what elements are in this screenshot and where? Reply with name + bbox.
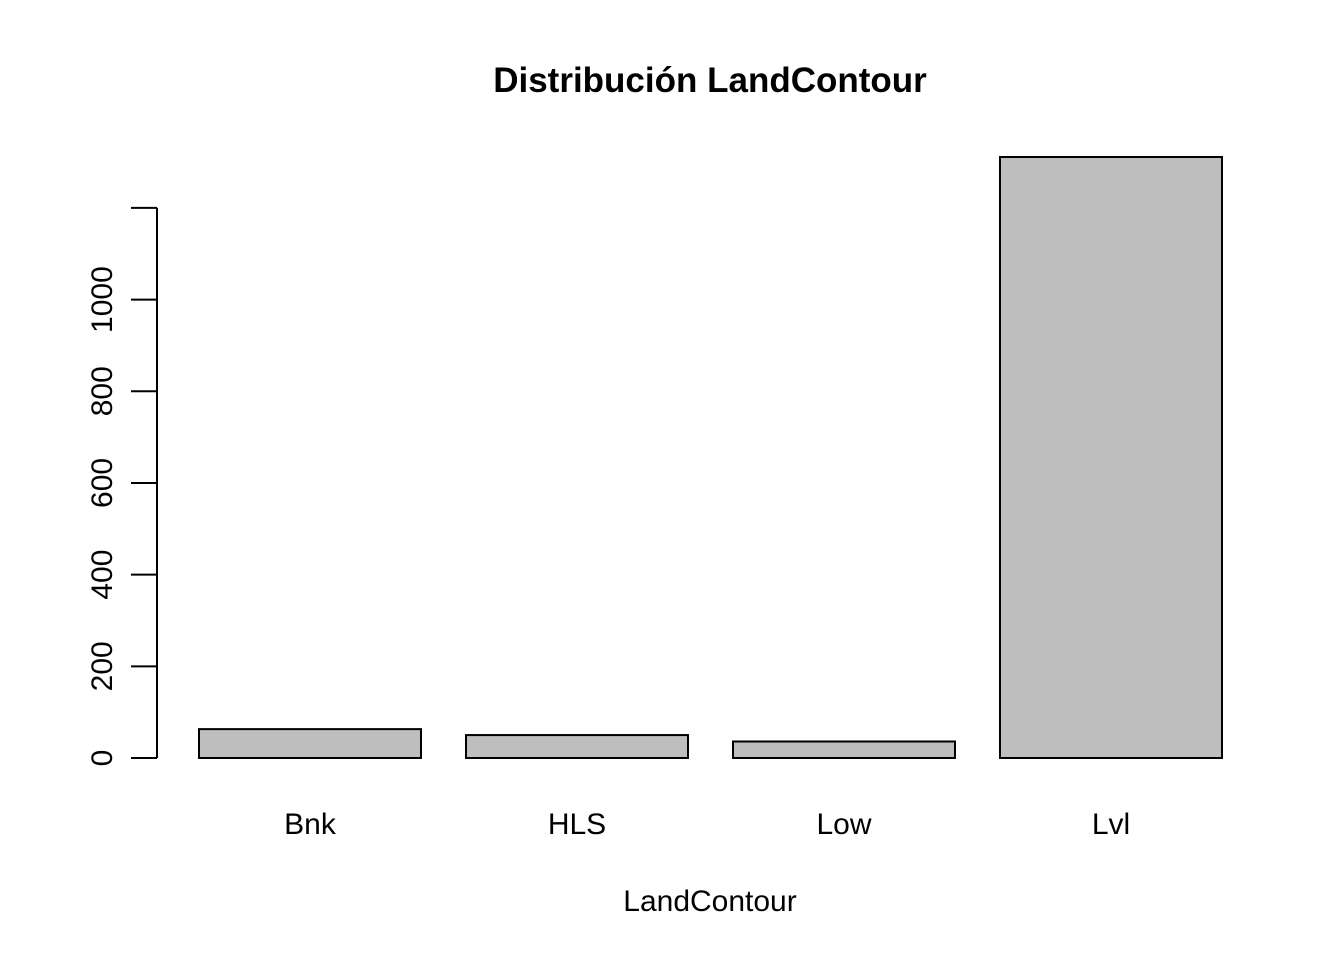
- bar-hls: [465, 734, 689, 759]
- x-tick-label: Low: [816, 808, 871, 841]
- y-tick-label: 600: [86, 458, 119, 508]
- x-tick-label: Lvl: [1092, 808, 1130, 841]
- bar-lvl: [999, 156, 1223, 759]
- y-tick-label: 800: [86, 366, 119, 416]
- x-tick-label: Bnk: [284, 808, 337, 841]
- y-tick-label: 200: [86, 641, 119, 691]
- chart-title: Distribución LandContour: [493, 61, 927, 100]
- y-tick-label: 0: [86, 750, 119, 767]
- y-tick-label: 400: [86, 550, 119, 600]
- x-tick-labels: Bnk HLS Low Lvl: [284, 808, 1130, 841]
- x-tick-label: HLS: [548, 808, 606, 841]
- y-tick-label: 1000: [86, 266, 119, 333]
- y-axis: 0 200 400 600 800 1000: [86, 206, 158, 767]
- bars-group: [198, 156, 1223, 760]
- bar-bnk: [198, 728, 422, 760]
- bar-low: [732, 740, 956, 760]
- x-axis-label: LandContour: [623, 885, 796, 918]
